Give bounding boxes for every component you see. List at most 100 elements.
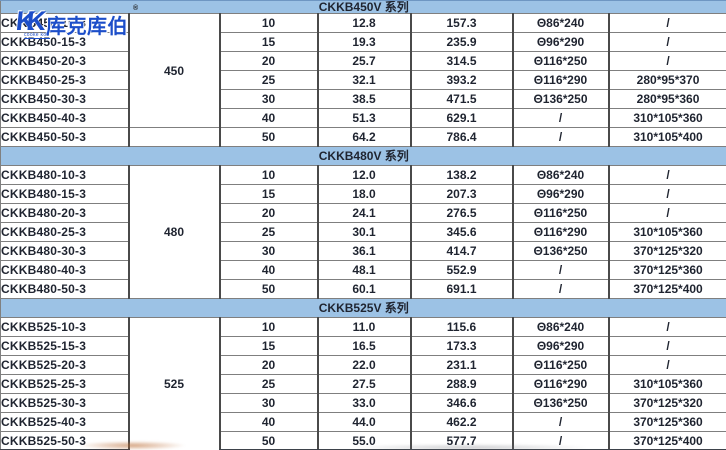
value-cell: / — [511, 431, 609, 450]
value-cell: 314.5 — [409, 51, 513, 71]
value-cell: 414.7 — [409, 241, 513, 261]
value-cell: 30 — [218, 241, 318, 261]
value-cell: 25 — [218, 70, 318, 90]
value-cell: 33.0 — [316, 393, 411, 413]
value-cell: 15 — [218, 32, 318, 52]
value-cell: 280*95*370 — [607, 70, 726, 90]
table-row: CKKB525-50-3 50 55.0 577.7/370*125*400 — [0, 431, 726, 450]
value-cell: 51.3 — [316, 108, 411, 128]
value-cell: 15 — [218, 184, 318, 204]
bottom-gray-smudge — [355, 444, 585, 450]
table-row: CKKB450-50-3 50 64.2 786.4/310*105*400 — [0, 127, 726, 147]
table-row: CKKB480-15-3 15 18.0 207.3 Θ96*290/ — [0, 184, 726, 204]
model-cell: CKKB480-10-3 — [0, 165, 129, 185]
value-cell: 207.3 — [409, 184, 513, 204]
model-cell: CKKB525-10-3 — [0, 317, 129, 337]
value-cell: / — [511, 127, 609, 147]
model-cell: CKKB450-50-3 — [0, 127, 129, 147]
model-cell: CKKB525-25-3 — [0, 374, 129, 394]
value-cell: 235.9 — [409, 32, 513, 52]
model-cell: CKKB525-15-3 — [0, 336, 129, 356]
value-cell: 11.0 — [316, 317, 411, 337]
value-cell: 30.1 — [316, 222, 411, 242]
value-cell: Θ136*250 — [511, 241, 609, 261]
value-cell: 40 — [218, 412, 318, 432]
value-cell: 50 — [218, 127, 318, 147]
value-cell: 629.1 — [409, 108, 513, 128]
value-cell: / — [607, 165, 726, 185]
table-row: CKKB480-20-3 20 24.1 276.5 Θ116*250/ — [0, 203, 726, 223]
value-cell: 370*125*320 — [607, 241, 726, 261]
table-row: CKKB525-15-3 15 16.5 173.3 Θ96*290/ — [0, 336, 726, 356]
value-cell: 115.6 — [409, 317, 513, 337]
table-row: CKKB450-15-3 15 19.3 235.9 Θ96*290/ — [0, 32, 726, 52]
section-header-row: CKKB525V 系列 — [0, 298, 726, 318]
value-cell: 38.5 — [316, 89, 411, 109]
value-cell: 10 — [218, 165, 318, 185]
table-row: CKKB525-20-3 20 22.0 231.1 Θ116*250/ — [0, 355, 726, 375]
value-cell: 16.5 — [316, 336, 411, 356]
value-cell: Θ96*290 — [511, 184, 609, 204]
value-cell: 20 — [218, 355, 318, 375]
table-row: CKKB525-30-3 30 33.0 346.6 Θ136*250 370*125*3… — [0, 393, 726, 413]
value-cell: 280*95*360 — [607, 89, 726, 109]
value-cell: 462.2 — [409, 412, 513, 432]
value-cell: Θ116*290 — [511, 70, 609, 90]
value-cell: 64.2 — [316, 127, 411, 147]
value-cell: 370*125*360 — [607, 260, 726, 280]
value-cell: 30 — [218, 393, 318, 413]
value-cell: 20 — [218, 203, 318, 223]
model-cell: CKKB450-15-3 — [0, 32, 129, 52]
value-cell: / — [607, 317, 726, 337]
value-cell: 48.1 — [316, 260, 411, 280]
value-cell: 40 — [218, 108, 318, 128]
value-cell: / — [511, 260, 609, 280]
bottom-warm-smudge — [80, 441, 185, 450]
value-cell: 691.1 — [409, 279, 513, 299]
table-row: CKKB450-10-3 450 10 12.8 157.3 Θ86*240/ — [0, 13, 726, 128]
table-row: CKKB450-20-3 20 25.7 314.5 Θ116*250/ — [0, 51, 726, 71]
value-cell: / — [607, 355, 726, 375]
model-cell: CKKB480-30-3 — [0, 241, 129, 261]
value-cell: 18.0 — [316, 184, 411, 204]
value-cell: 25 — [218, 374, 318, 394]
value-cell: 471.5 — [409, 89, 513, 109]
value-cell: 370*125*400 — [607, 279, 726, 299]
model-cell: CKKB525-40-3 — [0, 412, 129, 432]
value-cell: Θ136*250 — [511, 393, 609, 413]
value-cell: 25 — [218, 222, 318, 242]
table-row: CKKB450-30-3 30 38.5 471.5 Θ136*250 280*95*36… — [0, 89, 726, 109]
value-cell: / — [607, 336, 726, 356]
value-cell: Θ116*250 — [511, 203, 609, 223]
value-cell: 370*125*320 — [607, 393, 726, 413]
section-title: CKKB480V 系列 — [0, 146, 726, 166]
value-cell: 15 — [218, 336, 318, 356]
value-cell: 310*105*360 — [607, 222, 726, 242]
value-cell: 12.0 — [316, 165, 411, 185]
value-cell: 50 — [218, 279, 318, 299]
model-cell: CKKB525-20-3 — [0, 355, 129, 375]
value-cell: 32.1 — [316, 70, 411, 90]
value-cell: 30 — [218, 89, 318, 109]
value-cell: Θ136*250 — [511, 89, 609, 109]
voltage-merged-cell: 480 — [127, 165, 220, 299]
table-row: CKKB480-40-3 40 48.1 552.9/370*125*360 — [0, 260, 726, 280]
value-cell: / — [607, 184, 726, 204]
value-cell: / — [607, 13, 726, 33]
value-cell: 310*105*360 — [607, 374, 726, 394]
section-header-row: CKKB450V 系列 — [0, 0, 726, 14]
value-cell: 157.3 — [409, 13, 513, 33]
value-cell: Θ116*250 — [511, 355, 609, 375]
model-cell: CKKB525-30-3 — [0, 393, 129, 413]
value-cell: 12.8 — [316, 13, 411, 33]
section-title: CKKB450V 系列 — [0, 0, 726, 14]
value-cell: 25.7 — [316, 51, 411, 71]
value-cell: / — [607, 51, 726, 71]
table-row: CKKB450-25-3 25 32.1 393.2 Θ116*290 280*95*37… — [0, 70, 726, 90]
model-cell: CKKB480-50-3 — [0, 279, 129, 299]
value-cell: Θ116*250 — [511, 51, 609, 71]
model-cell: CKKB450-40-3 — [0, 108, 129, 128]
value-cell: 393.2 — [409, 70, 513, 90]
